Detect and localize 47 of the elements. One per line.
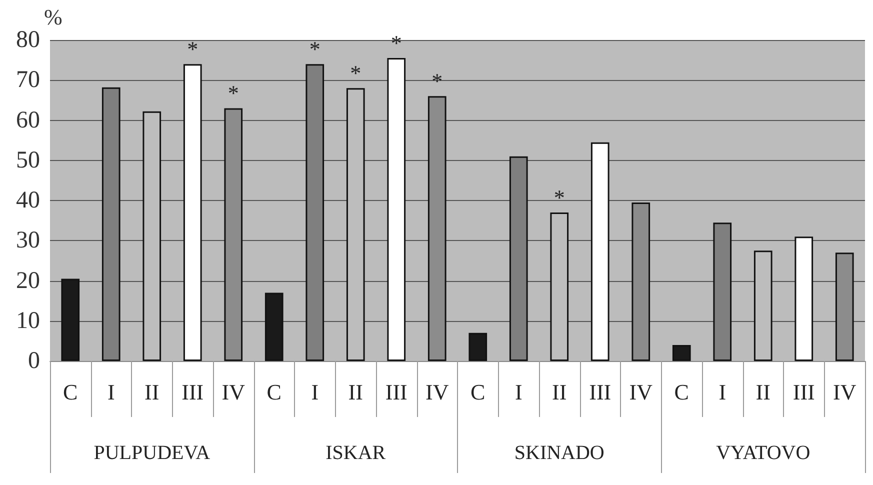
- y-tick-label: 40: [16, 188, 40, 214]
- bar: [183, 64, 202, 361]
- y-tick-label: 60: [16, 107, 40, 134]
- y-tick-label: 80: [16, 27, 40, 53]
- data-label: *: [187, 36, 198, 62]
- y-tick-label: 50: [16, 147, 40, 174]
- data-label: *: [309, 36, 320, 62]
- y-tick-label: 70: [16, 67, 40, 94]
- bar: [387, 58, 406, 361]
- x-tick-label: SKINADO: [514, 442, 604, 464]
- series-label: C: [63, 380, 78, 404]
- text: I: [718, 380, 726, 404]
- text: II: [552, 380, 567, 404]
- y-axis-title: %: [44, 4, 62, 30]
- series-label: I: [107, 380, 115, 404]
- bar: [264, 292, 284, 361]
- bar: [590, 142, 610, 361]
- x-tick-label: ISKAR: [326, 442, 386, 464]
- text: I: [311, 380, 319, 404]
- series-label: II: [144, 380, 160, 404]
- text: II: [756, 380, 770, 404]
- text: I: [514, 380, 522, 404]
- series-label: III: [385, 380, 408, 404]
- series-label: IV: [426, 380, 449, 404]
- text: III: [792, 380, 815, 404]
- text: III: [589, 380, 612, 404]
- text: IV: [833, 380, 856, 404]
- x-tick-label: VYATOVO: [716, 442, 810, 464]
- y-tick-label: 30: [16, 228, 40, 254]
- x-tick-label: PULPUDEVA: [94, 442, 211, 464]
- text: II: [348, 380, 363, 404]
- bar: [794, 236, 814, 361]
- data-label: *: [554, 185, 565, 210]
- y-tick-label: 20: [16, 268, 40, 294]
- data-label: *: [350, 60, 362, 86]
- text: C: [470, 380, 486, 404]
- bar: [61, 278, 80, 361]
- text: C: [266, 380, 282, 404]
- bar: [672, 344, 691, 361]
- text: IV: [222, 380, 245, 404]
- data-label: *: [228, 80, 239, 106]
- y-tick-label: 10: [16, 308, 40, 334]
- y-tick-label: 0: [28, 348, 40, 374]
- bar: [468, 332, 488, 361]
- text: C: [674, 380, 689, 404]
- text: III: [182, 380, 204, 404]
- text: IV: [629, 380, 652, 404]
